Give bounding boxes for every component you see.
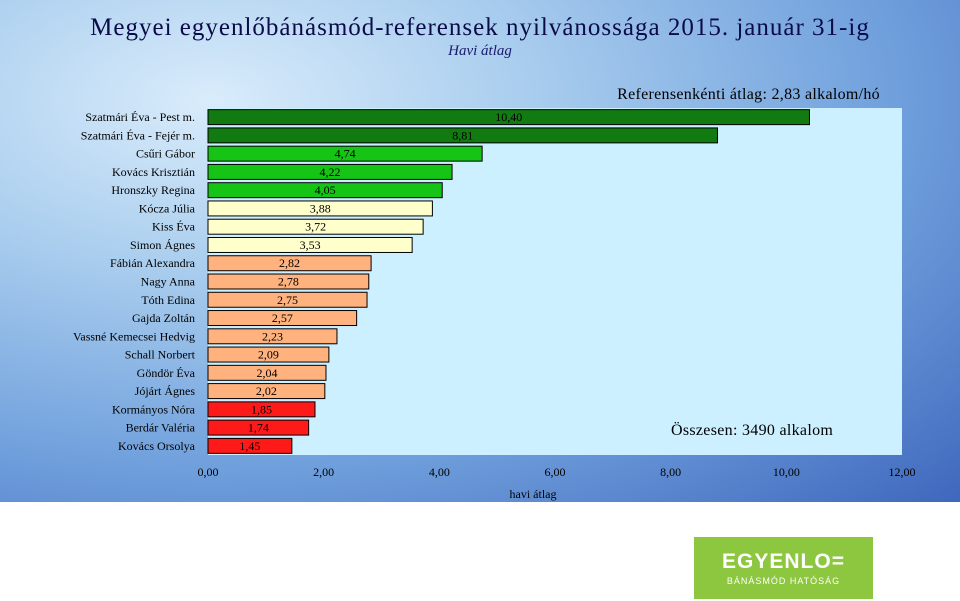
bar: [207, 437, 293, 454]
bar: [207, 364, 327, 381]
chart-title: Megyei egyenlőbánásmód-referensek nyilvá…: [90, 14, 870, 41]
total-annotation: Összesen: 3490 alkalom: [671, 422, 834, 439]
value-label: 3,53: [300, 238, 321, 252]
category-label: Göndör Éva: [137, 366, 196, 380]
bar: [207, 291, 368, 308]
category-label: Kócza Júlia: [139, 201, 196, 215]
bar: [207, 310, 358, 327]
bar: [207, 109, 810, 126]
value-label: 2,57: [272, 311, 293, 325]
bar: [207, 200, 433, 217]
x-tick-label: 0,00: [198, 465, 219, 479]
x-tick-label: 8,00: [660, 465, 681, 479]
value-label: 2,04: [256, 366, 277, 380]
average-annotation: Referensenkénti átlag: 2,83 alkalom/hó: [617, 86, 880, 103]
bar: [207, 145, 483, 162]
value-label: 1,45: [239, 439, 260, 453]
value-label: 4,74: [335, 147, 356, 161]
category-label: Fábián Alexandra: [110, 256, 196, 270]
bar: [207, 419, 310, 436]
logo-sub-text: BÁNÁSMÓD HATÓSÁG: [726, 576, 841, 586]
value-label: 8,81: [452, 128, 473, 142]
x-tick-label: 12,00: [889, 465, 916, 479]
value-label: 4,22: [320, 165, 341, 179]
value-label: 3,88: [310, 201, 331, 215]
value-label: 2,78: [278, 275, 299, 289]
bar: [207, 236, 413, 253]
bar-chart: Szatmári Éva - Pest m. 10,40 Szatmári Éva …: [73, 108, 916, 501]
category-label: Kormányos Nóra: [112, 402, 196, 416]
value-label: 2,23: [262, 329, 283, 343]
x-tick-label: 4,00: [429, 465, 450, 479]
chart-subtitle: Havi átlag: [448, 43, 512, 59]
category-label: Berdár Valéria: [126, 421, 196, 435]
x-tick-label: 2,00: [313, 465, 334, 479]
value-label: 2,02: [256, 384, 277, 398]
value-label: 10,40: [495, 110, 522, 124]
logo-main-text: EGYENLO=: [722, 550, 845, 573]
bar: [207, 273, 370, 290]
category-label: Nagy Anna: [141, 275, 196, 289]
category-label: Schall Norbert: [125, 348, 196, 362]
x-tick-label: 10,00: [773, 465, 800, 479]
bar: [207, 218, 424, 235]
bar: [207, 383, 326, 400]
value-label: 3,72: [305, 220, 326, 234]
value-label: 4,05: [315, 183, 336, 197]
category-label: Tóth Edina: [141, 293, 195, 307]
x-tick-label: 6,00: [545, 465, 566, 479]
category-label: Kovács Krisztián: [112, 165, 195, 179]
bar: [207, 255, 372, 272]
bar: [207, 328, 338, 345]
bar: [207, 346, 330, 363]
value-label: 1,85: [251, 402, 272, 416]
category-label: Hronszky Regina: [111, 183, 195, 197]
category-label: Simon Ágnes: [130, 238, 195, 252]
chart-slide: Megyei egyenlőbánásmód-referensek nyilvá…: [0, 0, 960, 502]
value-label: 2,75: [277, 293, 298, 307]
bar: [207, 127, 719, 144]
category-label: Kovács Orsolya: [118, 439, 196, 453]
category-label: Csűri Gábor: [136, 147, 195, 161]
category-label: Szatmári Éva - Fejér m.: [81, 128, 195, 142]
bar: [207, 401, 316, 418]
category-label: Jójárt Ágnes: [135, 384, 196, 398]
value-label: 2,82: [279, 256, 300, 270]
category-label: Vassné Kemecsei Hedvig: [73, 329, 195, 343]
value-label: 1,74: [248, 421, 269, 435]
egyenlo-logo: EGYENLO= BÁNÁSMÓD HATÓSÁG: [694, 537, 873, 599]
bar: [207, 182, 443, 199]
category-label: Gajda Zoltán: [132, 311, 195, 325]
value-label: 2,09: [258, 348, 279, 362]
x-axis-label: havi átlag: [510, 487, 557, 501]
category-label: Szatmári Éva - Pest m.: [85, 110, 195, 124]
bar: [207, 163, 453, 180]
category-label: Kiss Éva: [152, 220, 196, 234]
